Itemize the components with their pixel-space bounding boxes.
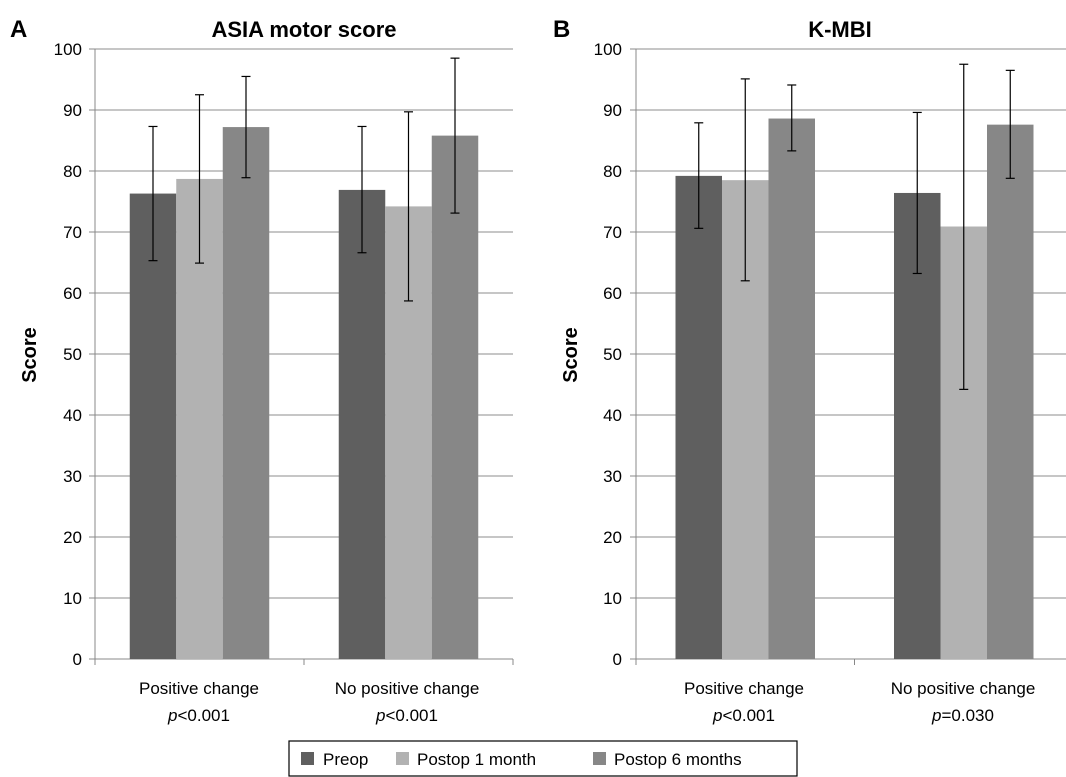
y-tick-label: 50 (603, 345, 622, 364)
y-tick-label: 40 (63, 406, 82, 425)
bar (769, 119, 816, 659)
panel-a-y-axis-label: Score (19, 327, 41, 383)
panel-a-letter: A (10, 16, 27, 43)
p-value-text: <0.001 (385, 706, 437, 725)
p-value-prefix: p (167, 706, 177, 725)
panel-a-p-value-1: p<0.001 (167, 706, 230, 725)
y-tick-label: 40 (603, 406, 622, 425)
p-value-prefix: p (931, 706, 941, 725)
y-tick-label: 100 (54, 40, 82, 59)
p-value-text: <0.001 (177, 706, 229, 725)
panel-b-y-axis-label: Score (560, 327, 582, 383)
y-tick-label: 30 (63, 467, 82, 486)
p-value-text: =0.030 (941, 706, 993, 725)
legend: Preop Postop 1 month Postop 6 months (289, 741, 797, 776)
panel-a-p-value-2: p<0.001 (375, 706, 438, 725)
y-tick-label: 0 (73, 650, 82, 669)
panel-a: A ASIA motor score Score Positive change… (10, 16, 513, 725)
bar (223, 127, 270, 659)
panel-a-y-ticks: 0 10 20 30 40 50 60 70 80 90 100 (54, 40, 95, 669)
legend-swatch-postop-1-month (396, 752, 409, 765)
panel-a-title: ASIA motor score (211, 17, 396, 42)
p-value-prefix: p (712, 706, 722, 725)
y-tick-label: 20 (63, 528, 82, 547)
legend-label-postop-1-month: Postop 1 month (417, 750, 536, 769)
p-value-prefix: p (375, 706, 385, 725)
panel-b-title: K-MBI (808, 17, 872, 42)
y-tick-label: 80 (603, 162, 622, 181)
y-tick-label: 60 (603, 284, 622, 303)
y-tick-label: 90 (63, 101, 82, 120)
y-tick-label: 70 (603, 223, 622, 242)
y-tick-label: 10 (63, 589, 82, 608)
y-tick-label: 10 (603, 589, 622, 608)
panel-b-y-ticks: 0 10 20 30 40 50 60 70 80 90 100 (594, 40, 636, 669)
bar (987, 125, 1034, 659)
bar (130, 194, 177, 659)
panel-b-bars (676, 119, 1034, 659)
y-tick-label: 20 (603, 528, 622, 547)
panel-b-category-label-2: No positive change (891, 679, 1036, 698)
panel-b-p-value-1: p<0.001 (712, 706, 775, 725)
panel-b-category-label-1: Positive change (684, 679, 804, 698)
legend-swatch-preop (301, 752, 314, 765)
y-tick-label: 90 (603, 101, 622, 120)
panel-b-p-value-2: p=0.030 (931, 706, 994, 725)
bar (432, 136, 479, 659)
y-tick-label: 100 (594, 40, 622, 59)
bar (339, 190, 386, 659)
y-tick-label: 80 (63, 162, 82, 181)
y-tick-label: 70 (63, 223, 82, 242)
panel-a-category-label-2: No positive change (335, 679, 480, 698)
legend-label-postop-6-months: Postop 6 months (614, 750, 742, 769)
panel-a-category-label-1: Positive change (139, 679, 259, 698)
panel-b: B K-MBI Score Positive change No positiv… (553, 16, 1066, 725)
y-tick-label: 50 (63, 345, 82, 364)
bar (676, 176, 723, 659)
legend-swatch-postop-6-months (593, 752, 606, 765)
y-tick-label: 60 (63, 284, 82, 303)
p-value-text: <0.001 (722, 706, 774, 725)
panel-a-bars (130, 127, 479, 659)
y-tick-label: 30 (603, 467, 622, 486)
y-tick-label: 0 (613, 650, 622, 669)
legend-label-preop: Preop (323, 750, 368, 769)
panel-b-letter: B (553, 16, 570, 43)
